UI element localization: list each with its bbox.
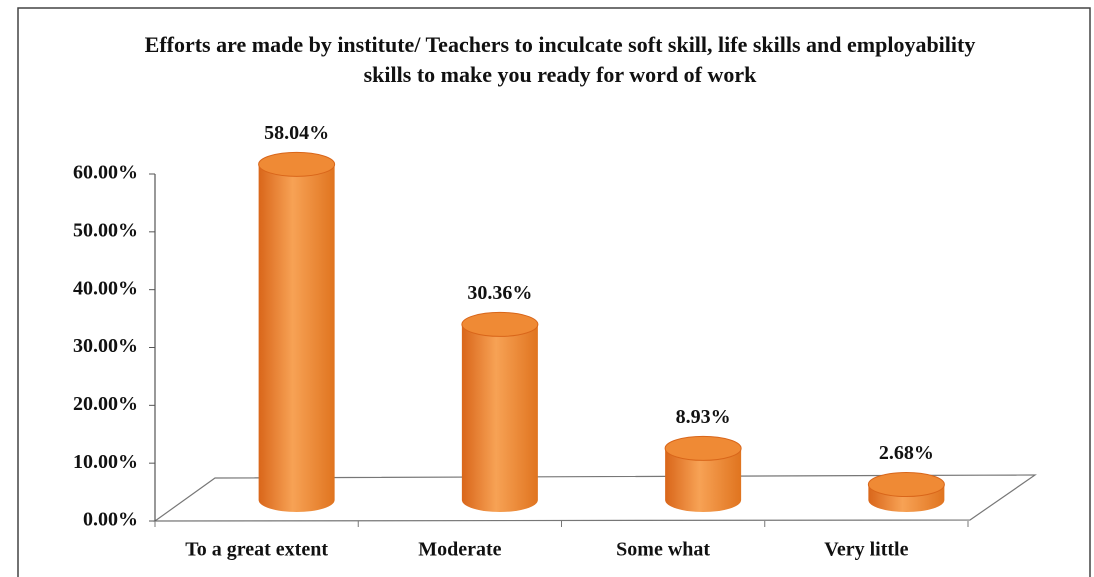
y-tick-label: 20.00% bbox=[73, 393, 138, 415]
y-tick-label: 40.00% bbox=[73, 277, 138, 299]
x-tick-label: To a great extent bbox=[185, 539, 328, 561]
value-label: 58.04% bbox=[264, 122, 329, 144]
x-tick-label: Very little bbox=[824, 539, 908, 561]
y-tick-label: 0.00% bbox=[83, 509, 138, 531]
x-tick-label: Some what bbox=[616, 539, 710, 561]
bar bbox=[258, 151, 336, 512]
bar-body bbox=[461, 324, 538, 512]
bar-top bbox=[258, 151, 336, 177]
bar bbox=[664, 435, 742, 512]
value-label: 2.68% bbox=[879, 442, 934, 464]
y-tick-label: 30.00% bbox=[73, 335, 138, 357]
y-tick-label: 60.00% bbox=[73, 162, 138, 184]
value-label: 8.93% bbox=[676, 406, 731, 428]
y-tick-label: 10.00% bbox=[73, 451, 138, 473]
bar-body bbox=[258, 164, 335, 512]
bar-body bbox=[665, 448, 742, 512]
floor bbox=[153, 474, 1037, 522]
value-label: 30.36% bbox=[467, 282, 532, 304]
bar bbox=[461, 311, 539, 512]
chart-title: Efforts are made by institute/ Teachers … bbox=[144, 32, 976, 87]
y-tick-label: 50.00% bbox=[73, 219, 138, 241]
x-tick-label: Moderate bbox=[418, 539, 501, 561]
bar bbox=[867, 472, 945, 512]
bar-top bbox=[664, 435, 742, 461]
bar-top bbox=[461, 311, 539, 337]
bar-top bbox=[867, 472, 945, 498]
chart-border bbox=[17, 7, 1091, 577]
